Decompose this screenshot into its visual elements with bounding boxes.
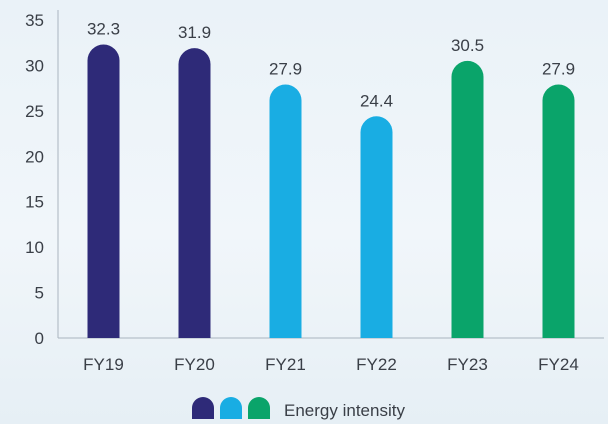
y-tick-label: 15: [25, 193, 44, 212]
x-tick-label-fy23: FY23: [447, 355, 488, 374]
x-tick-label-fy20: FY20: [174, 355, 215, 374]
legend-swatch: [220, 397, 242, 419]
value-label-fy19: 32.3: [87, 20, 120, 39]
y-tick-label: 35: [25, 11, 44, 30]
bar-fy21: [269, 84, 302, 338]
y-axis: 0 5 10 15 20 25 30 35: [25, 10, 59, 348]
value-label-fy23: 30.5: [451, 36, 484, 55]
bar-fy23: [451, 60, 484, 338]
y-tick-label: 5: [35, 284, 44, 303]
x-axis: FY19 FY20 FY21 FY22 FY23 FY24: [58, 337, 604, 374]
legend-swatches: [192, 397, 270, 419]
x-tick-label-fy21: FY21: [265, 355, 306, 374]
legend-swatch: [192, 397, 214, 419]
y-tick-label: 10: [25, 238, 44, 257]
x-tick-label-fy24: FY24: [538, 355, 579, 374]
value-label-fy24: 27.9: [542, 60, 575, 79]
value-labels: 32.3 31.9 27.9 24.4 30.5 27.9: [87, 20, 575, 111]
value-label-fy20: 31.9: [178, 23, 211, 42]
legend-label: Energy intensity: [284, 401, 405, 420]
bar-fy22: [360, 116, 393, 338]
y-tick-label: 20: [25, 147, 44, 166]
y-tick-label: 0: [35, 329, 44, 348]
y-tick-label: 25: [25, 102, 44, 121]
legend: Energy intensity: [192, 397, 405, 420]
bar-fy19: [87, 44, 120, 338]
x-tick-label-fy19: FY19: [83, 355, 124, 374]
y-tick-label: 30: [25, 56, 44, 75]
bars: [87, 44, 575, 338]
legend-swatch: [248, 397, 270, 419]
bar-fy24: [542, 84, 575, 338]
x-tick-label-fy22: FY22: [356, 355, 397, 374]
value-label-fy21: 27.9: [269, 60, 302, 79]
value-label-fy22: 24.4: [360, 91, 393, 110]
bar-fy20: [178, 48, 211, 338]
